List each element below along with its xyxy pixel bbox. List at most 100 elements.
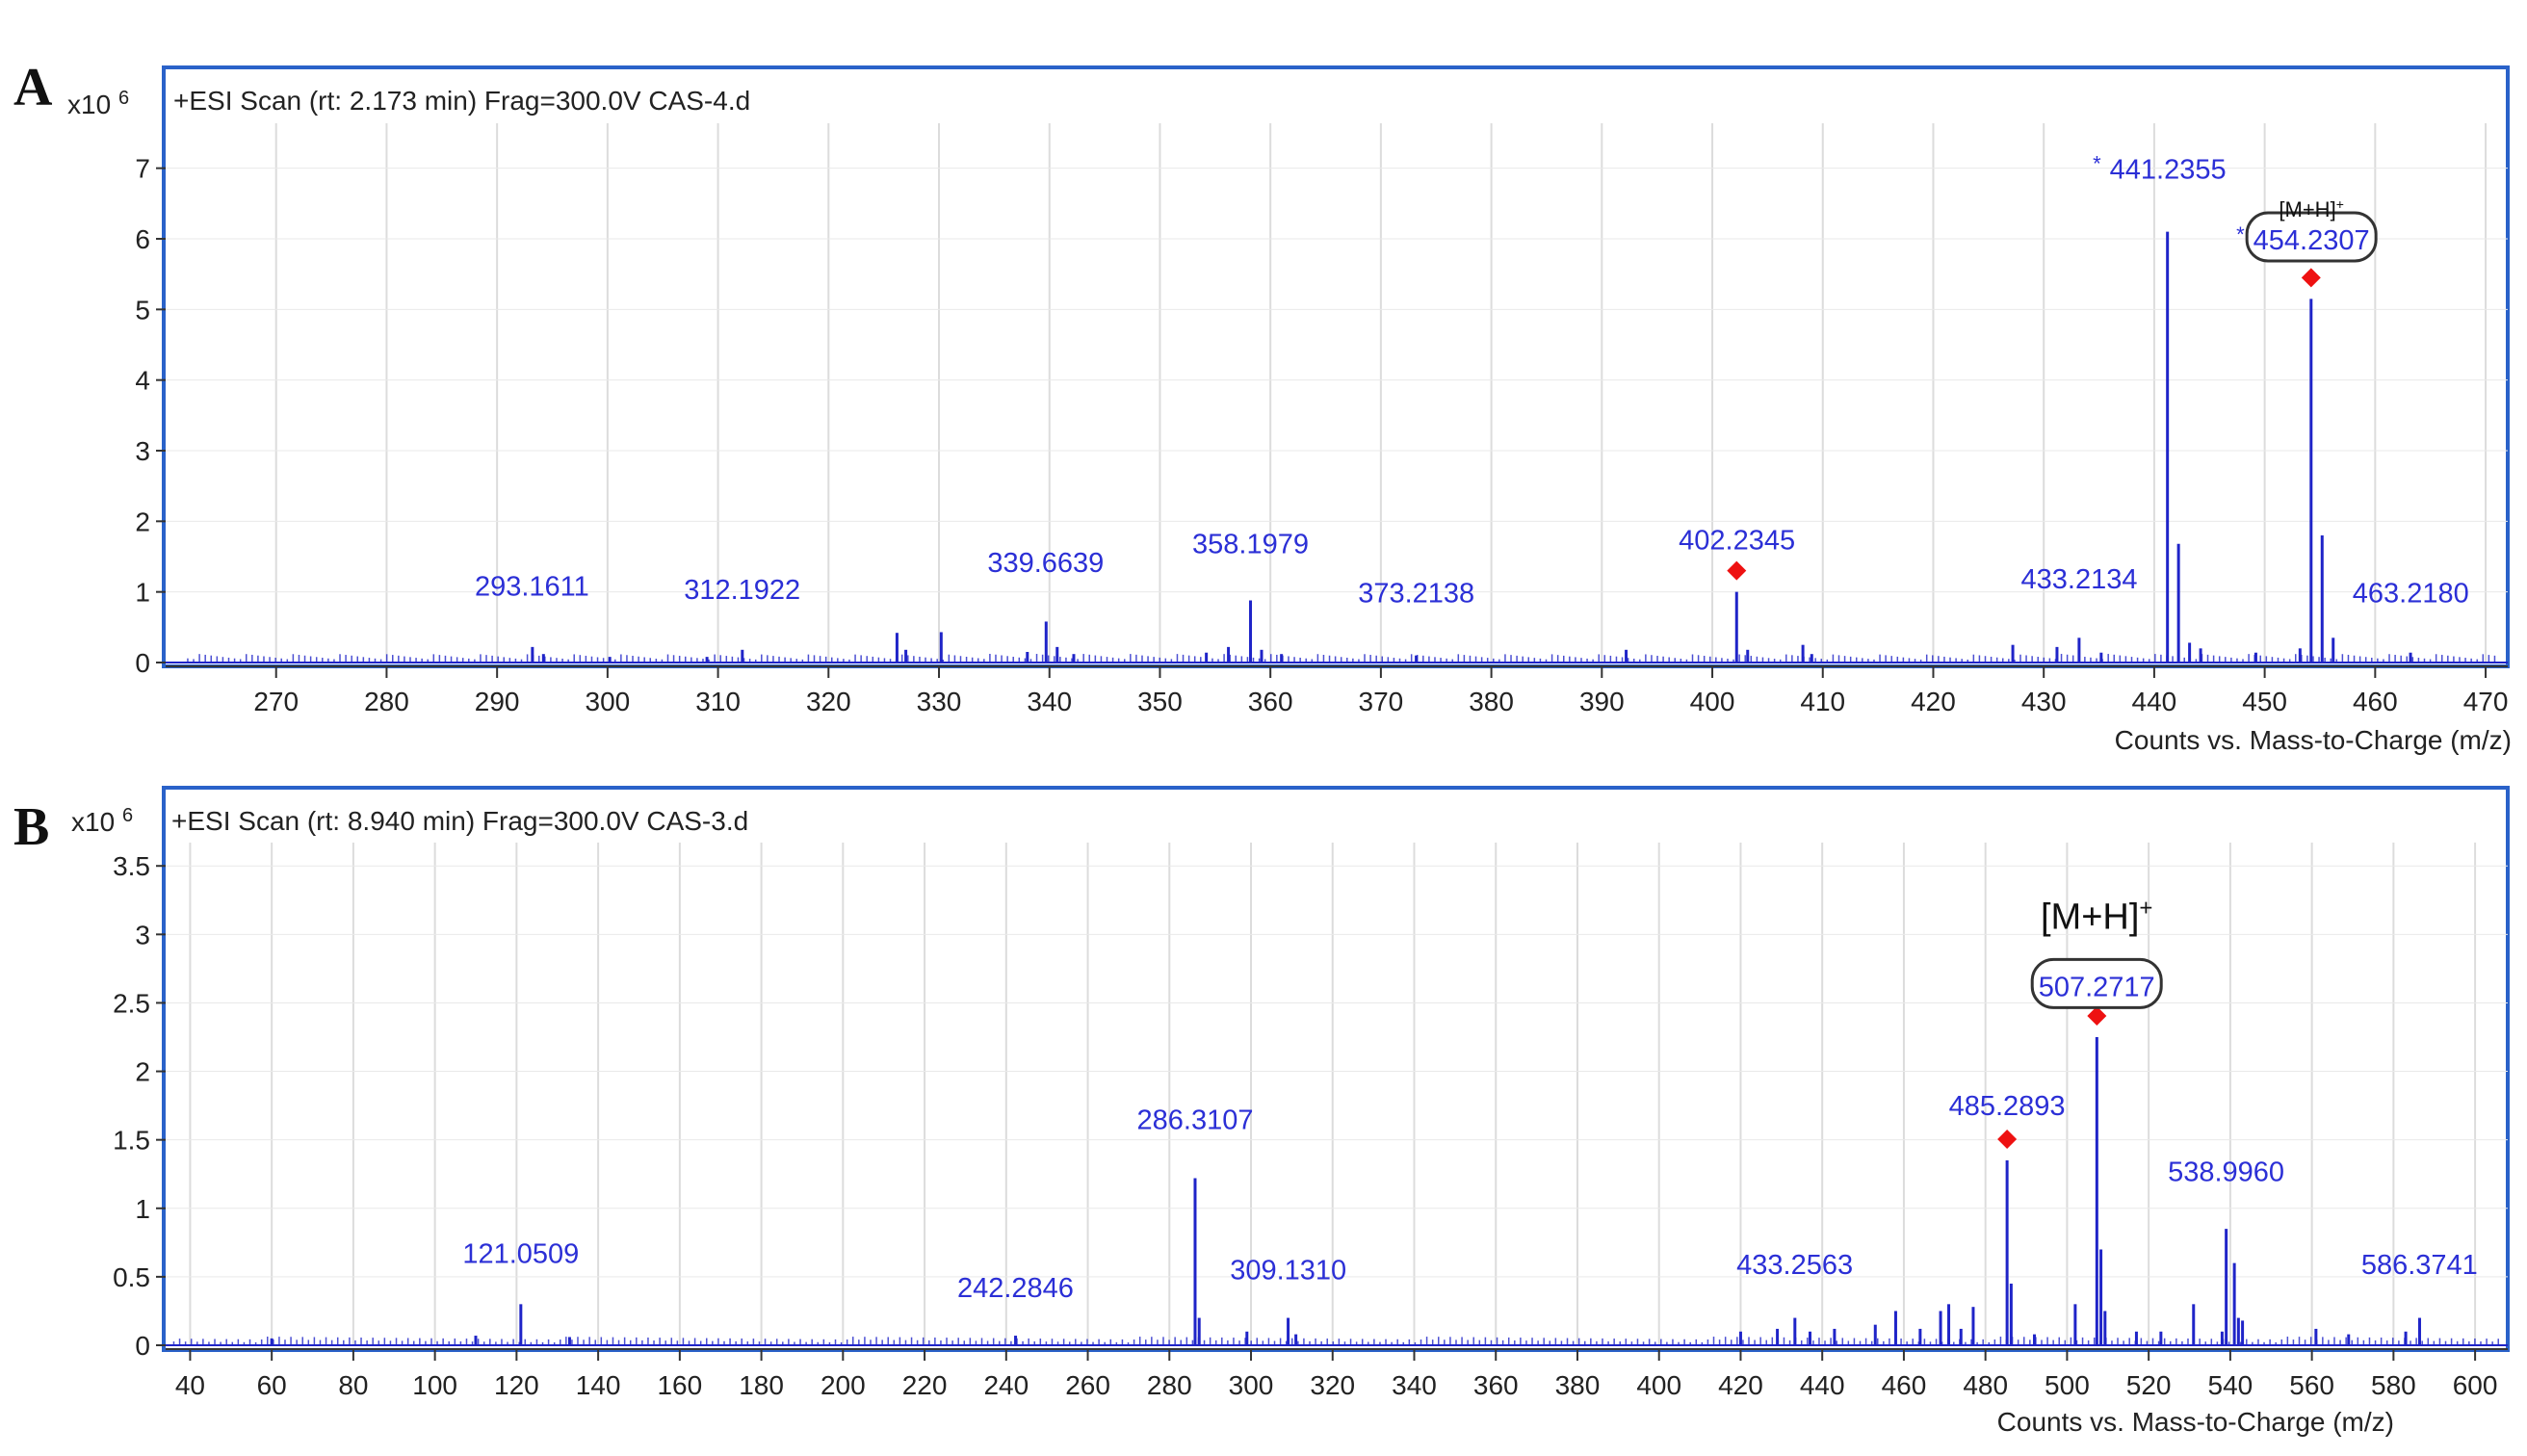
x-tick-label: 320 [1310,1370,1355,1400]
x-tick-label: 500 [2045,1370,2090,1400]
peak-marker [1727,560,1747,581]
x-tick-label: 430 [2021,687,2067,716]
peak-label: 373.2138 [1358,579,1474,610]
x-tick-label: 100 [412,1370,457,1400]
x-tick-label: 360 [1473,1370,1519,1400]
y-tick-label: 4 [135,366,150,396]
plot-frame [162,65,2510,668]
x-tick-label: 180 [739,1370,784,1400]
peak-label: 339.6639 [987,548,1104,579]
peak-label: 433.2563 [1736,1250,1853,1281]
star-marker: * [2093,152,2101,176]
peak-label: 485.2893 [1949,1091,2066,1122]
x-tick-label: 80 [338,1370,368,1400]
x-axis-title: Counts vs. Mass-to-Charge (m/z) [1997,1407,2394,1437]
x-tick-label: 260 [1065,1370,1110,1400]
x-tick-label: 420 [1911,687,1956,716]
x-tick-label: 140 [576,1370,621,1400]
x-tick-label: 520 [2126,1370,2172,1400]
y-tick-label: 1 [135,578,150,608]
x-tick-label: 390 [1579,687,1625,716]
y-exponent-label: x10 6 [67,88,129,119]
x-tick-label: 480 [1963,1370,2008,1400]
x-tick-label: 580 [2371,1370,2416,1400]
y-tick-label: 2.5 [113,988,150,1018]
peak-label: 441.2355 [2110,155,2227,186]
x-tick-label: 340 [1392,1370,1437,1400]
x-tick-label: 470 [2463,687,2509,716]
y-exponent-label: x10 6 [71,805,133,837]
x-tick-label: 420 [1718,1370,1763,1400]
spectrum-title: +ESI Scan (rt: 8.940 min) Frag=300.0V CA… [171,806,748,836]
y-tick-label: 2 [135,507,150,536]
x-tick-label: 440 [1800,1370,1845,1400]
y-tick-label: 6 [135,224,150,254]
x-tick-label: 280 [1147,1370,1192,1400]
x-tick-label: 310 [695,687,741,716]
x-tick-label: 300 [586,687,631,716]
peak-label: 286.3107 [1137,1105,1254,1135]
x-tick-label: 270 [253,687,299,716]
y-tick-label: 3.5 [113,851,150,881]
peak-label: 402.2345 [1679,526,1795,557]
y-tick-label: 5 [135,295,150,325]
y-tick-label: 7 [135,154,150,184]
x-tick-label: 540 [2208,1370,2253,1400]
x-tick-label: 200 [821,1370,866,1400]
peak-marker [1997,1130,2018,1149]
x-tick-label: 410 [1800,687,1845,716]
x-tick-label: 560 [2289,1370,2334,1400]
x-tick-label: 370 [1359,687,1404,716]
peak-label: 538.9960 [2168,1157,2284,1187]
x-tick-label: 460 [1882,1370,1927,1400]
peak-label: 242.2846 [957,1273,1074,1304]
spectrum-title: +ESI Scan (rt: 2.173 min) Frag=300.0V CA… [173,86,750,116]
y-tick-label: 2 [135,1057,150,1087]
peak-label: 463.2180 [2353,579,2469,610]
y-tick-label: 0 [135,1331,150,1361]
peak-label: 309.1310 [1230,1256,1346,1287]
y-tick-label: 3 [135,436,150,466]
x-tick-label: 360 [1248,687,1293,716]
x-axis-title: Counts vs. Mass-to-Charge (m/z) [2115,725,2512,755]
x-tick-label: 400 [1690,687,1735,716]
y-tick-label: 3 [135,920,150,949]
x-tick-label: 450 [2242,687,2287,716]
y-tick-label: 0.5 [113,1262,150,1292]
panel-letter: A [13,58,53,117]
x-tick-label: 600 [2453,1370,2498,1400]
y-tick-label: 1.5 [113,1126,150,1156]
x-tick-label: 340 [1027,687,1072,716]
x-tick-label: 440 [2132,687,2177,716]
peak-label: 586.3741 [2361,1250,2478,1281]
x-tick-label: 60 [257,1370,287,1400]
annotation-box [2030,957,2163,1009]
ion-tag: [M+H]+ [2279,196,2343,221]
x-tick-label: 350 [1137,687,1183,716]
panel-letter: B [13,797,49,857]
x-tick-label: 240 [983,1370,1029,1400]
annotation-box [2245,211,2378,263]
peak-label: 507.2717 [2039,972,2155,1002]
x-tick-label: 160 [657,1370,702,1400]
y-tick-label: 0 [135,648,150,678]
peak-marker [2087,1006,2107,1026]
ion-tag: [M+H]+ [2041,895,2152,937]
y-tick-label: 1 [135,1194,150,1224]
peak-label: 293.1611 [475,571,589,602]
x-tick-label: 120 [494,1370,539,1400]
x-tick-label: 380 [1469,687,1514,716]
x-tick-label: 220 [902,1370,948,1400]
x-tick-label: 40 [175,1370,205,1400]
peak-marker [2301,268,2321,288]
star-marker: * [2236,222,2245,247]
x-tick-label: 400 [1636,1370,1681,1400]
peak-label: 454.2307 [2253,225,2370,256]
x-tick-label: 320 [806,687,851,716]
x-tick-label: 380 [1555,1370,1601,1400]
x-tick-label: 290 [475,687,520,716]
x-tick-label: 460 [2353,687,2398,716]
peak-label: 358.1979 [1192,529,1309,559]
